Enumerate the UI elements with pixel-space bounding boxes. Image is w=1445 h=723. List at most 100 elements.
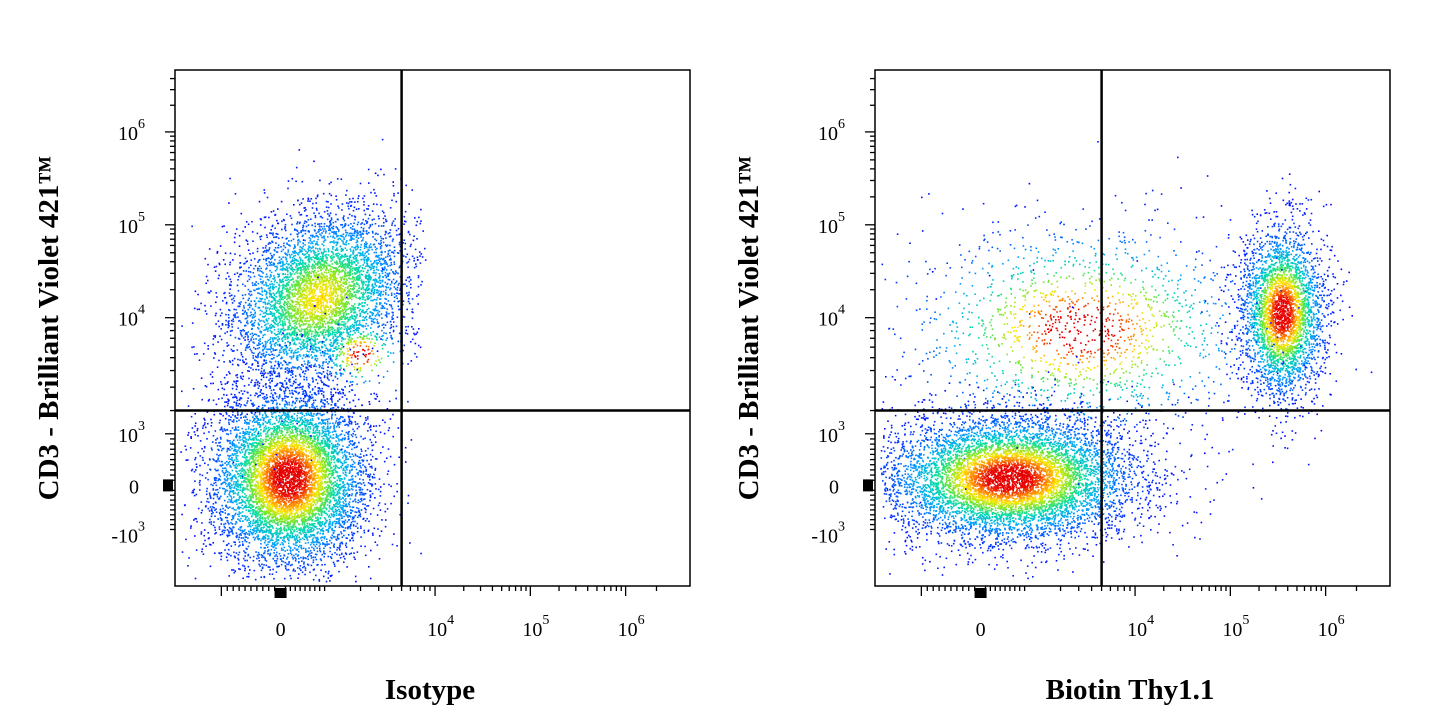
event-dot [328,361,330,363]
event-dot [290,357,293,360]
event-dot [379,303,381,306]
event-dot [336,255,339,257]
event-dot [336,281,338,284]
event-dot [331,251,334,254]
event-dot [325,275,327,278]
event-dot [322,289,325,292]
event-dot [414,342,417,345]
event-dot [355,267,358,269]
event-dot [408,280,411,283]
event-dot [328,379,330,381]
event-dot [280,246,282,248]
event-dot [357,324,360,326]
event-dot [283,303,285,305]
event-dot [352,307,355,309]
event-dot [232,318,234,320]
event-dot [252,323,254,325]
event-dot [264,372,267,374]
event-dot [329,286,331,289]
event-dot [273,293,276,295]
event-dot [371,219,374,221]
event-dot [293,288,295,291]
event-dot [328,192,331,195]
event-dot [304,269,306,272]
event-dot [341,305,343,308]
event-dot [310,290,312,293]
event-dot [329,398,332,400]
event-dot [288,369,291,372]
event-dot [318,230,320,233]
event-dot [271,320,273,322]
event-dot [263,301,266,304]
event-dot [344,269,347,271]
event-dot [325,298,328,301]
event-dot [266,348,268,351]
event-dot [373,269,375,272]
event-dot [346,265,349,268]
event-dot [249,321,252,324]
event-dot [295,381,297,384]
event-dot [274,371,276,373]
event-dot [289,297,291,300]
event-dot [269,336,272,339]
event-dot [373,286,375,289]
event-dot [343,305,346,307]
event-dot [333,240,335,242]
event-dot [347,357,350,359]
event-dot [389,288,391,291]
event-dot [300,272,303,275]
event-dot [269,374,271,377]
event-dot [288,362,290,364]
event-dot [304,331,307,333]
event-dot [293,255,295,258]
event-dot [364,256,367,259]
event-dot [323,261,326,263]
event-dot [378,336,381,338]
event-dot [362,239,364,241]
event-dot [283,320,286,323]
event-dot [344,275,347,278]
event-dot [311,315,313,318]
event-dot [295,332,298,334]
event-dot [275,349,278,351]
event-dot [284,296,287,298]
event-dot [314,222,316,225]
event-dot [259,343,262,345]
event-dot [316,318,318,320]
event-dot [302,265,305,268]
event-dot [300,202,303,204]
event-dot [322,383,325,386]
event-dot [257,353,259,356]
event-dot [291,253,293,256]
event-dot [323,284,325,286]
event-dot [376,395,379,398]
event-dot [293,280,295,283]
event-dot [262,247,264,249]
event-dot [265,296,268,298]
event-dot [348,289,350,292]
event-dot [346,292,348,294]
event-dot [290,239,293,242]
event-dot [385,276,388,279]
event-dot [344,296,346,298]
event-dot [288,281,290,284]
event-dot [385,298,388,300]
event-dot [282,267,284,269]
event-dot [384,274,386,277]
event-dot [272,339,274,341]
event-dot [277,310,280,312]
event-dot [334,282,337,285]
event-dot [391,337,393,339]
event-dot [286,367,289,369]
event-dot [281,340,284,342]
event-dot [193,307,196,310]
event-dot [280,328,282,330]
event-dot [298,320,300,322]
event-dot [337,230,340,233]
event-dot [295,281,298,284]
event-dot [268,261,270,263]
event-dot [368,307,370,310]
event-dot [332,253,335,255]
event-dot [181,325,183,327]
event-dot [278,295,281,297]
